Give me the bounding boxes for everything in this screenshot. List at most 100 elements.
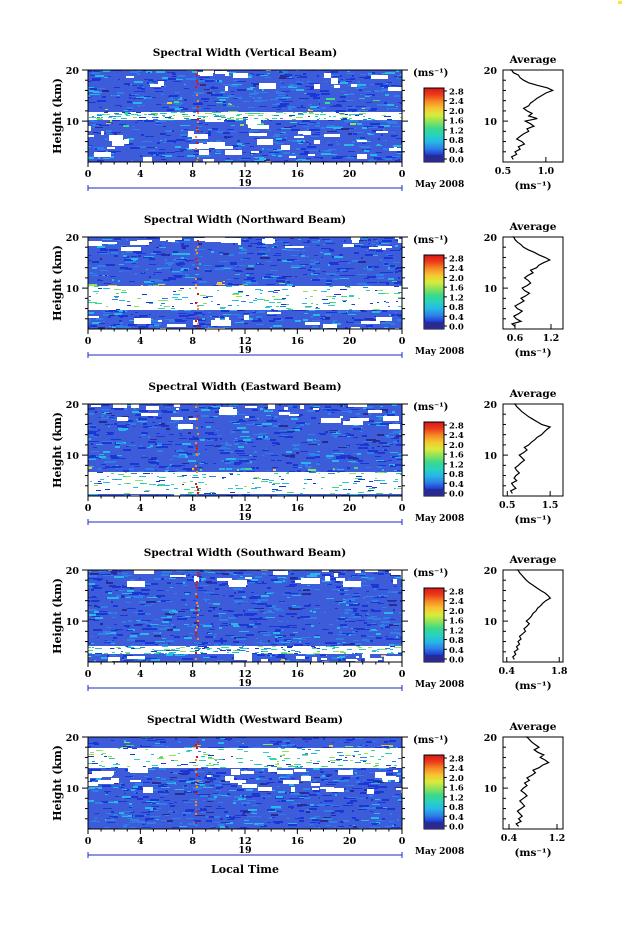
day-label: 19 bbox=[238, 345, 252, 356]
average-title: Average bbox=[509, 554, 557, 566]
x-tick-label: 4 bbox=[137, 503, 144, 514]
colorbar-tick-label: 2.4 bbox=[449, 764, 464, 774]
average-y-tick-label: 10 bbox=[484, 117, 498, 128]
y-axis-label: Height (km) bbox=[51, 78, 64, 154]
colorbar-bottom bbox=[424, 822, 444, 829]
colorbar bbox=[423, 87, 445, 163]
average-x-tick-label: 1.2 bbox=[543, 333, 560, 344]
colorbar-tick-label: 0.0 bbox=[449, 323, 464, 333]
y-tick-label: 10 bbox=[66, 451, 80, 462]
average-x-axis-label: (ms⁻¹) bbox=[514, 180, 551, 192]
average-frame bbox=[502, 736, 564, 830]
colorbar bbox=[423, 754, 445, 830]
colorbar-tick-label: 2.4 bbox=[449, 264, 464, 274]
x-tick-label: 4 bbox=[137, 669, 144, 680]
average-frame bbox=[502, 236, 564, 330]
date-label: May 2008 bbox=[415, 514, 464, 524]
y-tick-label: 20 bbox=[66, 400, 80, 411]
colorbar-tick-label: 1.2 bbox=[449, 626, 464, 636]
average-y-tick-label: 20 bbox=[484, 733, 498, 744]
y-tick-label: 10 bbox=[66, 284, 80, 295]
heatmap-field bbox=[88, 737, 402, 829]
average-y-tick-label: 20 bbox=[484, 233, 498, 244]
average-x-tick-label: 1.8 bbox=[551, 666, 568, 677]
day-label: 19 bbox=[238, 512, 252, 523]
x-tick-label: 16 bbox=[291, 669, 305, 680]
x-tick-label: 0 bbox=[399, 836, 406, 847]
y-axis-label: Height (km) bbox=[51, 578, 64, 654]
average-profile-line bbox=[512, 569, 552, 660]
y-tick-label: 20 bbox=[66, 66, 80, 77]
x-tick-label: 20 bbox=[343, 669, 357, 680]
colorbar-tick-label: 2.8 bbox=[449, 588, 464, 598]
x-tick-label: 12 bbox=[238, 169, 251, 180]
colorbar-tick-label: 2.8 bbox=[449, 255, 464, 265]
colorbar-tick-label: 0.8 bbox=[449, 470, 464, 480]
colorbar-bottom bbox=[424, 489, 444, 496]
average-x-tick-label: 1.0 bbox=[538, 166, 555, 177]
x-tick-label: 0 bbox=[85, 836, 92, 847]
colorbar-tick-label: 2.8 bbox=[449, 755, 464, 765]
y-tick-label: 10 bbox=[66, 784, 80, 795]
chart-panel-1: Spectral Width (Vertical Beam)1020Height… bbox=[51, 47, 564, 192]
average-x-axis-label: (ms⁻¹) bbox=[514, 680, 551, 692]
colorbar-tick-label: 0.0 bbox=[449, 823, 464, 833]
x-tick-label: 8 bbox=[189, 503, 196, 514]
x-tick-label: 12 bbox=[238, 836, 251, 847]
x-tick-label: 8 bbox=[189, 336, 196, 347]
heatmap-field bbox=[88, 570, 402, 662]
corner-marker bbox=[618, 1, 622, 4]
heatmap-field bbox=[88, 70, 402, 162]
average-x-axis-label: (ms⁻¹) bbox=[514, 847, 551, 859]
day-label: 19 bbox=[238, 678, 252, 689]
average-frame bbox=[502, 403, 564, 497]
colorbar-unit: (ms⁻¹) bbox=[413, 68, 448, 79]
average-frame bbox=[502, 569, 564, 663]
colorbar-tick-label: 2.0 bbox=[449, 607, 464, 617]
colorbar-tick-label: 2.4 bbox=[449, 97, 464, 107]
chart-panel-4: Spectral Width (Southward Beam)1020Heigh… bbox=[51, 547, 568, 692]
chart-panel-2: Spectral Width (Northward Beam) 10 20 Heigh… bbox=[51, 214, 564, 359]
heatmap-field bbox=[88, 404, 402, 496]
colorbar-tick-label: 2.0 bbox=[449, 774, 464, 784]
average-title: Average bbox=[509, 54, 557, 66]
colorbar-tick-label: 0.8 bbox=[449, 303, 464, 313]
y-tick-label: 10 bbox=[66, 117, 80, 128]
colorbar-tick-label: 1.2 bbox=[449, 293, 464, 303]
colorbar-tick-label: 1.6 bbox=[449, 784, 464, 794]
x-tick-label: 0 bbox=[85, 169, 92, 180]
average-profile-line bbox=[509, 69, 555, 160]
x-tick-label: 20 bbox=[343, 836, 357, 847]
average-x-axis-label: (ms⁻¹) bbox=[514, 347, 551, 359]
x-tick-label: 8 bbox=[189, 169, 196, 180]
colorbar-tick-label: 2.0 bbox=[449, 107, 464, 117]
chart-title: Spectral Width (Northward Beam) bbox=[144, 214, 346, 226]
x-tick-label: 16 bbox=[291, 836, 305, 847]
average-title: Average bbox=[509, 388, 557, 400]
chart-panel-3: Spectral Width (Eastward Beam)1020Height… bbox=[51, 381, 564, 526]
colorbar-unit: (ms⁻¹) bbox=[413, 735, 448, 746]
x-tick-label: 8 bbox=[189, 669, 196, 680]
y-tick-label: 10 bbox=[66, 617, 80, 628]
colorbar-bottom bbox=[424, 655, 444, 662]
x-tick-label: 20 bbox=[343, 336, 357, 347]
x-tick-label: 16 bbox=[291, 503, 305, 514]
average-title: Average bbox=[509, 221, 557, 233]
day-label: 19 bbox=[238, 845, 252, 856]
average-x-tick-label: 1.5 bbox=[542, 500, 559, 511]
average-y-tick-label: 20 bbox=[484, 566, 498, 577]
average-y-tick-label: 10 bbox=[484, 617, 498, 628]
colorbar-tick-label: 0.0 bbox=[449, 656, 464, 666]
colorbar bbox=[423, 254, 445, 330]
x-tick-label: 0 bbox=[399, 503, 406, 514]
colorbar-tick-label: 0.4 bbox=[449, 480, 464, 490]
colorbar-tick-label: 2.8 bbox=[449, 422, 464, 432]
colorbar-tick-label: 2.8 bbox=[449, 88, 464, 98]
y-axis-label: Height (km) bbox=[51, 245, 64, 321]
colorbar-tick-label: 0.0 bbox=[449, 490, 464, 500]
x-tick-label: 12 bbox=[238, 336, 251, 347]
colorbar-tick-label: 1.2 bbox=[449, 460, 464, 470]
colorbar bbox=[423, 587, 445, 663]
x-tick-label: 12 bbox=[238, 669, 251, 680]
average-x-axis-label: (ms⁻¹) bbox=[514, 514, 551, 526]
